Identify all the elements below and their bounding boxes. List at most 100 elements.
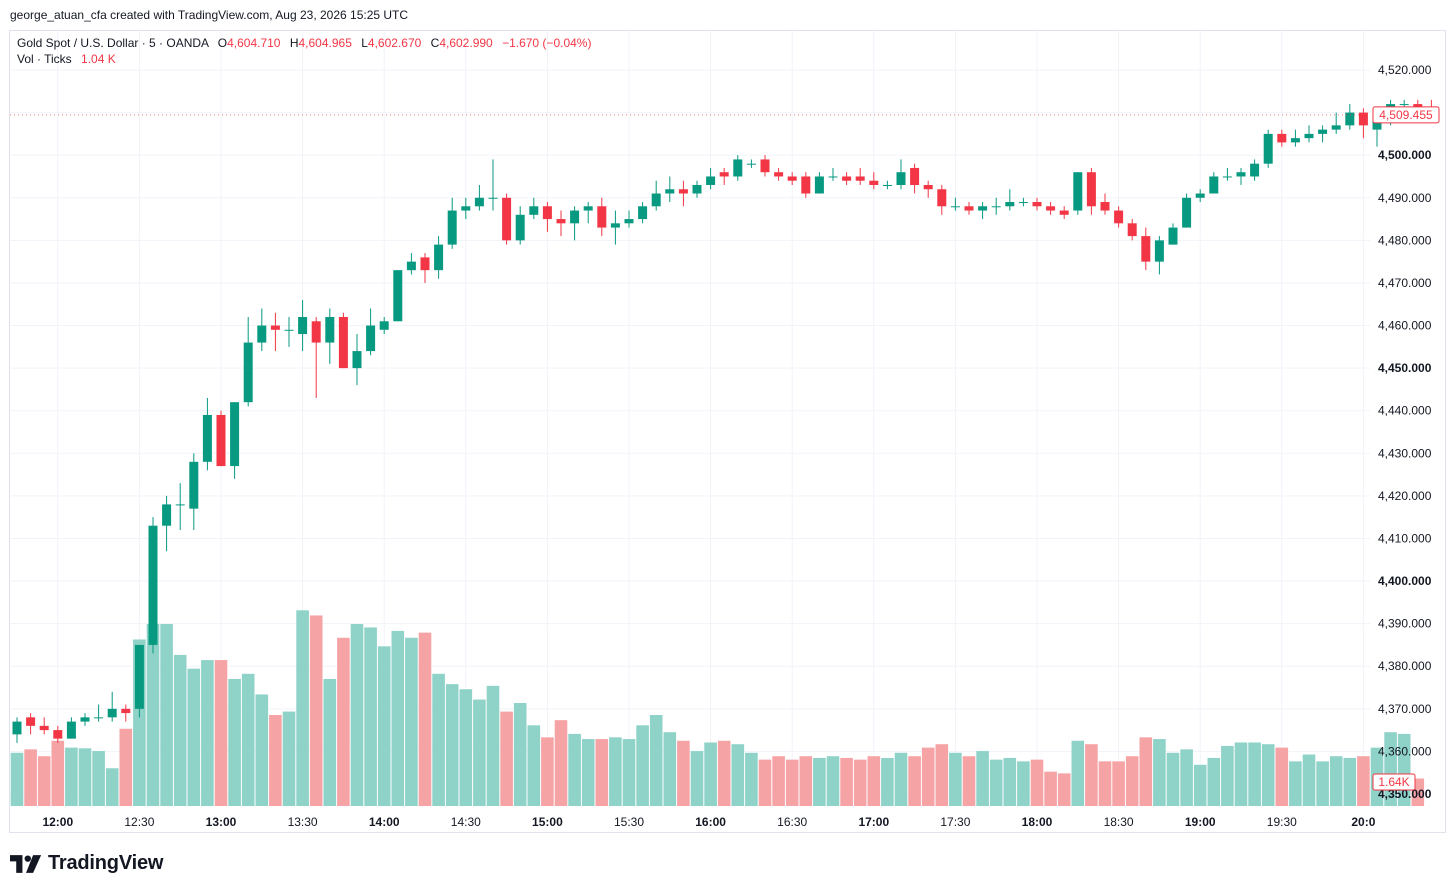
time-tick-label: 16:00	[695, 815, 726, 829]
candle-body	[121, 708, 131, 714]
ohlc-row: Gold Spot / U.S. Dollar · 5 · OANDA O4,6…	[17, 35, 591, 51]
candle	[148, 517, 158, 654]
volume-bar	[649, 715, 663, 806]
candle-body	[651, 193, 661, 207]
volume-bar	[1248, 742, 1261, 806]
price-axis: 4,350.0004,360.0004,370.0004,380.0004,39…	[1378, 63, 1432, 801]
candle-body	[1168, 227, 1178, 245]
volume-bar	[609, 737, 622, 806]
candle-body	[678, 189, 688, 194]
candle	[787, 172, 797, 185]
last-price-badge-box	[1372, 106, 1440, 124]
volume-bar	[513, 703, 527, 806]
volume-bar	[690, 751, 704, 806]
candle	[869, 172, 879, 190]
time-tick-label: 12:30	[124, 815, 154, 829]
volume-bar	[486, 685, 500, 806]
time-tick-label: 18:00	[1022, 815, 1053, 829]
candle-body	[474, 197, 484, 207]
candle	[624, 210, 634, 228]
candle	[978, 202, 988, 220]
candle-body	[1114, 210, 1124, 224]
volume-bar	[160, 624, 173, 806]
price-tick-label: 4,430.000	[1378, 446, 1432, 460]
candle-body	[1222, 176, 1232, 178]
candle-body	[556, 219, 566, 224]
volume-bar	[377, 646, 391, 806]
time-tick-label: 17:00	[858, 815, 889, 829]
chart-pane[interactable]	[9, 30, 1446, 833]
volume-bar	[962, 756, 976, 806]
candle	[216, 410, 226, 467]
last-volume-badge-text: 1.64K	[1378, 775, 1409, 789]
candle	[1358, 108, 1368, 139]
candle-body	[1018, 202, 1028, 204]
candle	[542, 202, 552, 232]
candle-body	[787, 176, 797, 181]
open-value: 4,604.710	[227, 36, 281, 50]
candle-body	[882, 184, 892, 186]
candle-body	[1345, 112, 1355, 126]
volume-bar	[595, 739, 609, 806]
volume-bar	[1071, 740, 1085, 806]
candle	[760, 155, 770, 177]
volume-title[interactable]: Vol · Ticks	[17, 52, 72, 66]
volume-bar	[1139, 737, 1153, 806]
candle	[597, 197, 607, 237]
volume-bar	[745, 752, 758, 806]
price-tick-label: 4,360.000	[1378, 744, 1432, 758]
volume-bar	[364, 627, 377, 806]
candle-body	[175, 504, 185, 506]
price-tick-label: 4,420.000	[1378, 489, 1432, 503]
volume-bar	[459, 689, 473, 806]
candle-body	[1331, 125, 1341, 130]
volume-bar	[500, 711, 513, 806]
candle	[1059, 206, 1069, 220]
candle-body	[964, 206, 974, 211]
volume-bar	[976, 751, 989, 806]
volume-bar	[1112, 761, 1125, 806]
candle-body	[529, 206, 539, 215]
candle	[393, 270, 403, 322]
volume-bar	[173, 654, 187, 806]
price-tick-label: 4,370.000	[1378, 702, 1432, 716]
candle	[1345, 104, 1355, 130]
candle-body	[1086, 172, 1096, 207]
volume-bar	[214, 660, 228, 806]
candle	[923, 180, 933, 198]
candle-body	[665, 189, 675, 194]
candle	[678, 180, 688, 207]
candle-body	[1236, 172, 1246, 177]
volume-bar	[1057, 773, 1071, 806]
candle	[950, 197, 960, 211]
candle-body	[583, 206, 593, 211]
volume-bar	[989, 759, 1003, 806]
volume-bar	[92, 751, 105, 806]
candle-body	[107, 708, 117, 718]
candle	[1182, 193, 1192, 228]
candle-body	[461, 206, 471, 211]
candle-body	[284, 329, 294, 331]
candle	[94, 704, 104, 722]
candle	[80, 713, 90, 726]
time-tick-label: 20:0	[1351, 815, 1375, 829]
volume-bar	[758, 759, 772, 806]
last-volume-badge-box	[1372, 773, 1416, 791]
candle-body	[1005, 202, 1015, 207]
candle	[175, 483, 185, 530]
candle	[896, 159, 906, 190]
candle	[1195, 189, 1205, 203]
candle	[1290, 129, 1300, 147]
candle	[814, 172, 824, 194]
candle	[801, 172, 811, 198]
candle	[189, 453, 199, 530]
candle-body	[189, 461, 199, 509]
brand-logo[interactable]: TradingView	[10, 852, 163, 875]
candle	[352, 334, 362, 386]
last-volume-badge: 1.64K	[1372, 773, 1416, 791]
candle	[298, 299, 308, 352]
symbol-title[interactable]: Gold Spot / U.S. Dollar · 5 · OANDA	[17, 36, 209, 50]
candle	[529, 197, 539, 220]
price-tick-label: 4,480.000	[1378, 233, 1432, 247]
